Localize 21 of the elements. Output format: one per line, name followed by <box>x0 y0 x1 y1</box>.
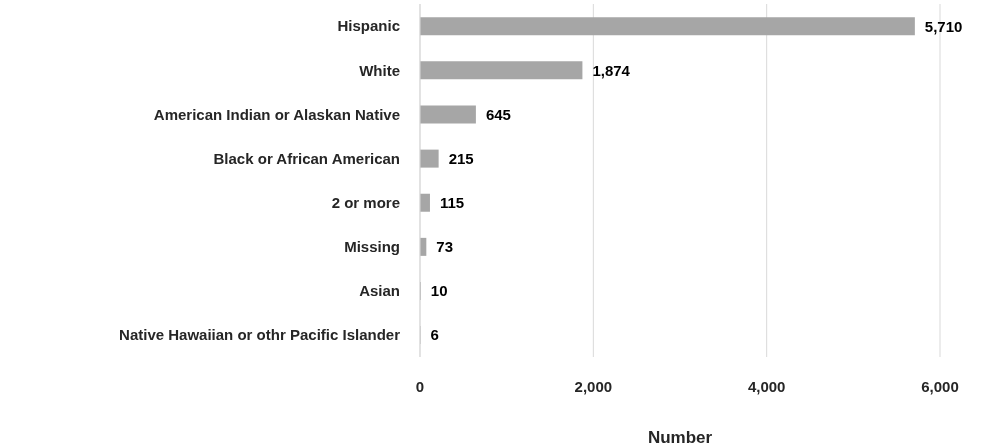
data-label: 115 <box>439 194 465 212</box>
y-tick-label: Hispanic <box>337 17 400 35</box>
y-tick-label: White <box>359 61 400 79</box>
data-label: 215 <box>448 149 474 167</box>
data-label: 73 <box>436 238 454 256</box>
x-tick-label: 0 <box>415 377 425 395</box>
data-label: 6 <box>430 326 439 344</box>
x-axis-title: Number <box>647 428 713 447</box>
data-label: 1,874 <box>592 61 631 79</box>
x-tick-label: 6,000 <box>921 377 959 395</box>
y-tick-label: 2 or more <box>331 193 400 211</box>
data-label: 10 <box>430 282 448 300</box>
y-tick-label: Black or African American <box>213 149 400 167</box>
x-tick-label: 4,000 <box>747 377 786 395</box>
x-tick-label: 2,000 <box>574 377 613 395</box>
y-tick-label: American Indian or Alaskan Native <box>153 105 400 123</box>
y-tick-label: Native Hawaiian or othr Pacific Islander <box>119 326 401 344</box>
data-label: 645 <box>485 105 511 123</box>
y-tick-label: Asian <box>359 282 400 300</box>
data-label: 5,710 <box>924 17 963 35</box>
y-tick-label: Missing <box>344 238 400 256</box>
